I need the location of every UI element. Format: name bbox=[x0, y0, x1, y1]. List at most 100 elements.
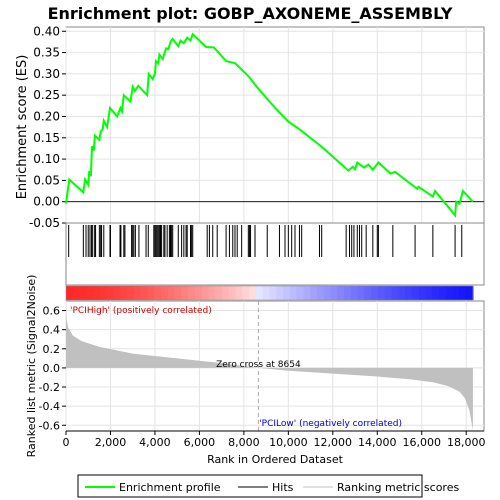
color-bar-segment bbox=[350, 286, 359, 300]
color-bar-segment bbox=[310, 286, 318, 300]
color-bar-segment bbox=[411, 286, 420, 300]
x-tick-label: 14,000 bbox=[358, 436, 397, 449]
color-bar-segment bbox=[235, 286, 243, 300]
es-ytick-label: 0.10 bbox=[33, 152, 60, 166]
negative-correlation-label: 'PCILow' (negatively correlated) bbox=[259, 419, 402, 429]
color-bar-segment bbox=[330, 286, 338, 300]
color-bar-segment bbox=[262, 286, 271, 300]
color-bar-segment bbox=[194, 286, 203, 300]
color-bar-segment bbox=[228, 286, 237, 300]
color-bar-segment bbox=[337, 286, 345, 300]
color-bar-segment bbox=[160, 286, 169, 300]
correlation-color-bar bbox=[65, 285, 474, 301]
positive-correlation-label: 'PCIHigh' (positively correlated) bbox=[70, 306, 212, 316]
ranking-metric-area bbox=[66, 305, 473, 430]
color-bar-segment bbox=[283, 286, 291, 300]
enrichment-profile-line bbox=[65, 32, 474, 218]
color-bar-segment bbox=[249, 286, 257, 300]
color-bar-segment bbox=[99, 286, 108, 300]
chart-title: Enrichment plot: GOBP_AXONEME_ASSEMBLY bbox=[48, 4, 453, 23]
color-bar-segment bbox=[452, 286, 460, 300]
color-bar-segment bbox=[120, 286, 128, 300]
es-ytick-label: 0.00 bbox=[33, 195, 60, 209]
color-bar-segment bbox=[79, 286, 87, 300]
color-bar-segment bbox=[140, 286, 148, 300]
ranking-panel: -0.6 -0.4 -0.2 0.0 0.2 0.4 0.6 Zero cross at 8… bbox=[39, 300, 485, 432]
color-bar-segment bbox=[66, 286, 74, 300]
x-axis-label: Rank in Ordered Dataset bbox=[207, 453, 344, 466]
ranking-ytick-label: -0.6 bbox=[39, 419, 60, 432]
color-bar-segment bbox=[154, 286, 162, 300]
color-bar-segment bbox=[391, 286, 399, 300]
color-bar-segment bbox=[438, 286, 447, 300]
color-bar-segment bbox=[303, 286, 311, 300]
color-bar-segment bbox=[357, 286, 365, 300]
color-bar-segment bbox=[201, 286, 210, 300]
color-bar-segment bbox=[215, 286, 223, 300]
color-bar-segment bbox=[93, 286, 101, 300]
color-bar-segment bbox=[377, 286, 386, 300]
color-bar-segment bbox=[323, 286, 332, 300]
color-bar-segment bbox=[242, 286, 250, 300]
color-bar-segment bbox=[72, 286, 81, 300]
legend-label-hits: Hits bbox=[272, 481, 294, 494]
color-bar-segment bbox=[86, 286, 94, 300]
color-bar-segment bbox=[221, 286, 230, 300]
ranking-ylabel: Ranked list metric (Signal2Noise) bbox=[25, 275, 38, 458]
x-tick-label: 8,000 bbox=[228, 436, 260, 449]
x-tick-label: 18,000 bbox=[447, 436, 486, 449]
legend-label-ranking: Ranking metric scores bbox=[337, 481, 459, 494]
es-ytick-label: -0.05 bbox=[29, 216, 60, 230]
color-bar-segment bbox=[174, 286, 182, 300]
color-bar-segment bbox=[269, 286, 277, 300]
es-ytick-label: 0.35 bbox=[33, 46, 60, 60]
ranking-ytick-label: 0.4 bbox=[43, 324, 61, 337]
es-panel-frame bbox=[65, 26, 485, 224]
color-bar-segment bbox=[398, 286, 406, 300]
color-bar-segment bbox=[371, 286, 379, 300]
x-axis: 0 2,000 4,000 6,000 8,000 10,000 12,000 14,000 1… bbox=[63, 430, 486, 449]
x-tick-label: 12,000 bbox=[314, 436, 353, 449]
color-bar-segment bbox=[106, 286, 115, 300]
x-tick-label: 16,000 bbox=[402, 436, 441, 449]
hits-lines bbox=[68, 225, 463, 257]
color-bar-segment bbox=[459, 286, 467, 300]
x-tick-label: 6,000 bbox=[184, 436, 216, 449]
color-bar-segment bbox=[432, 286, 440, 300]
hits-panel-frame bbox=[65, 222, 485, 286]
ranking-ytick-label: -0.2 bbox=[39, 381, 60, 394]
es-yticks: -0.05 0.00 0.05 0.10 0.15 0.20 0.25 0.30 0.35 0.4… bbox=[29, 24, 66, 230]
ranking-ytick-label: 0.6 bbox=[43, 305, 61, 318]
color-bar-frame bbox=[65, 285, 474, 301]
es-ytick-label: 0.25 bbox=[33, 88, 60, 102]
color-bar-segment bbox=[208, 286, 216, 300]
color-bar-segment bbox=[255, 286, 264, 300]
hits-panel bbox=[65, 222, 485, 286]
color-bar-segment bbox=[445, 286, 454, 300]
color-bar-segment bbox=[181, 286, 189, 300]
x-tick-label: 10,000 bbox=[269, 436, 308, 449]
color-bar-segment bbox=[425, 286, 433, 300]
x-tick-label: 0 bbox=[63, 436, 70, 449]
color-bar-segment bbox=[418, 286, 427, 300]
es-ytick-label: 0.40 bbox=[33, 24, 60, 38]
x-tick-label: 2,000 bbox=[95, 436, 127, 449]
color-bar-segment bbox=[466, 286, 474, 300]
es-ylabel: Enrichment score (ES) bbox=[15, 55, 30, 200]
color-bar-segment bbox=[127, 286, 135, 300]
ranking-ytick-label: 0.0 bbox=[43, 362, 61, 375]
es-ytick-label: 0.20 bbox=[33, 109, 60, 123]
color-bar-segment bbox=[147, 286, 155, 300]
color-bar-segment bbox=[384, 286, 393, 300]
color-bar-segment bbox=[113, 286, 121, 300]
es-ytick-label: 0.05 bbox=[33, 173, 60, 187]
ranking-ytick-label: 0.2 bbox=[43, 343, 61, 356]
ranking-yticks: -0.6 -0.4 -0.2 0.0 0.2 0.4 0.6 bbox=[39, 305, 66, 432]
color-bar-segment bbox=[405, 286, 413, 300]
color-bar-segment bbox=[276, 286, 284, 300]
es-ytick-label: 0.30 bbox=[33, 67, 60, 81]
color-bar-segment bbox=[133, 286, 142, 300]
x-tick-label: 4,000 bbox=[139, 436, 171, 449]
color-bar-segment bbox=[316, 286, 325, 300]
legend-label-enrichment: Enrichment profile bbox=[119, 481, 221, 494]
